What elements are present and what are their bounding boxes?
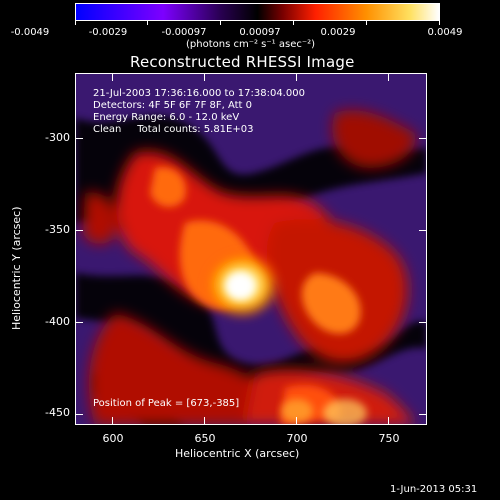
colorbar-tick-label: -0.00097 (161, 27, 207, 38)
colorbar-tick-label: -0.0049 (10, 27, 50, 38)
x-tick-label: 750 (378, 432, 400, 445)
clean-total-counts: Clean Total counts: 5.81E+03 (93, 124, 254, 135)
detectors: Detectors: 4F 5F 6F 7F 8F, Att 0 (93, 100, 253, 111)
colorbar (75, 3, 440, 21)
y-tick-marks (75, 73, 427, 425)
energy-range: Energy Range: 6.0 - 12.0 keV (93, 112, 240, 123)
plot-title: Reconstructed RHESSI Image (130, 53, 355, 71)
colorbar-tick-label: 0.0049 (427, 27, 463, 38)
plot-frame (75, 73, 427, 425)
colorbar-units: (photons cm⁻² s⁻¹ asec⁻²) (186, 39, 316, 50)
colorbar-tick-label: 0.0029 (320, 27, 356, 38)
x-axis-label: Heliocentric X (arcsec) (175, 447, 300, 460)
y-tick-label: -350 (45, 223, 70, 236)
x-tick-label: 600 (102, 432, 124, 445)
y-axis-label: Heliocentric Y (arcsec) (10, 206, 23, 330)
y-tick-label: -450 (45, 406, 70, 419)
colorbar-tick-label: 0.00097 (239, 27, 281, 38)
position-of-peak: Position of Peak = [673,-385] (93, 398, 240, 409)
footer-timestamp: 1-Jun-2013 05:31 (390, 484, 478, 495)
x-tick-label: 650 (194, 432, 216, 445)
y-tick-label: -400 (45, 315, 70, 328)
colorbar-tick-marks (75, 21, 440, 25)
time-range: 21-Jul-2003 17:36:16.000 to 17:38:04.000 (93, 88, 305, 99)
rhessi-image (75, 73, 427, 425)
x-tick-label: 700 (286, 432, 308, 445)
colorbar-tick-label: -0.0029 (88, 27, 128, 38)
y-tick-label: -300 (45, 131, 70, 144)
